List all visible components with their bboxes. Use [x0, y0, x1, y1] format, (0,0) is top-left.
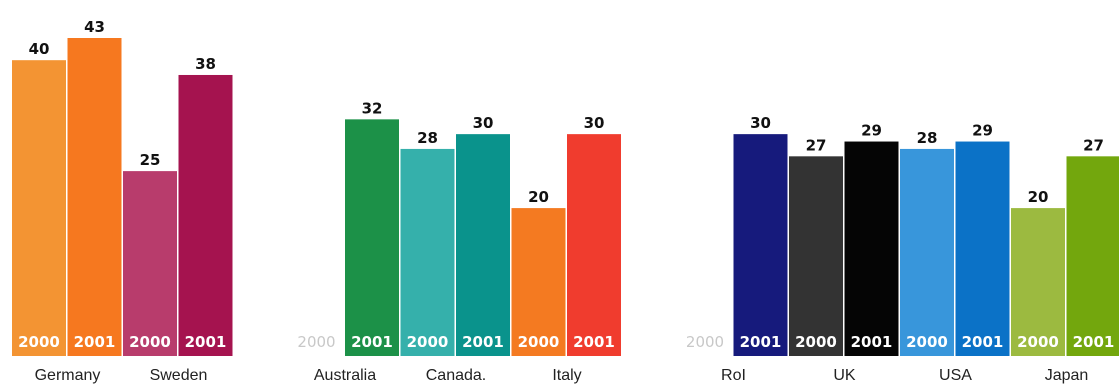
year-label-usa-2001: 2001	[962, 333, 1004, 351]
category-label-usa: USA	[939, 367, 972, 384]
value-label-italy-2000: 20	[528, 188, 549, 206]
value-label-usa-2001: 29	[972, 122, 993, 140]
year-label-italy-2001: 2001	[573, 333, 615, 351]
value-label-roi-2001: 30	[750, 114, 771, 132]
bar-italy-2001	[567, 134, 621, 356]
value-label-canada-2000: 28	[417, 129, 438, 147]
bar-japan-2000	[1011, 208, 1065, 356]
year-label-canada-2000: 2000	[407, 333, 449, 351]
year-label-germany-2000: 2000	[18, 333, 60, 351]
bar-uk-2000	[789, 156, 843, 356]
year-label-australia-2000: 2000	[297, 333, 335, 351]
year-label-sweden-2000: 2000	[129, 333, 171, 351]
year-label-roi-2000: 2000	[686, 333, 724, 351]
value-label-uk-2000: 27	[806, 136, 827, 154]
year-label-usa-2000: 2000	[906, 333, 948, 351]
category-label-germany: Germany	[35, 367, 101, 384]
value-label-usa-2000: 28	[917, 129, 938, 147]
category-label-japan: Japan	[1045, 367, 1089, 384]
category-label-roi: RoI	[721, 367, 746, 384]
year-label-uk-2000: 2000	[795, 333, 837, 351]
year-label-germany-2001: 2001	[74, 333, 116, 351]
year-label-roi-2001: 2001	[740, 333, 782, 351]
bar-canada-2000	[400, 148, 455, 356]
bar-usa-2001	[955, 141, 1010, 356]
value-label-australia-2001: 32	[362, 99, 383, 117]
year-label-italy-2000: 2000	[518, 333, 560, 351]
year-label-canada-2001: 2001	[462, 333, 504, 351]
value-label-japan-2001: 27	[1083, 136, 1104, 154]
category-label-sweden: Sweden	[150, 367, 208, 384]
bar-sweden-2001	[178, 74, 233, 356]
value-label-canada-2001: 30	[473, 114, 494, 132]
year-label-australia-2001: 2001	[351, 333, 393, 351]
year-label-japan-2000: 2000	[1017, 333, 1059, 351]
bar-germany-2000	[12, 60, 66, 357]
category-label-australia: Australia	[314, 367, 376, 384]
year-label-uk-2001: 2001	[851, 333, 893, 351]
value-label-sweden-2001: 38	[195, 55, 216, 73]
year-label-sweden-2001: 2001	[185, 333, 227, 351]
value-label-germany-2001: 43	[84, 18, 105, 36]
value-label-sweden-2000: 25	[140, 151, 161, 169]
bar-italy-2000	[511, 208, 566, 356]
value-label-italy-2001: 30	[584, 114, 605, 132]
category-label-canada: Canada.	[426, 367, 487, 384]
category-label-uk: UK	[833, 367, 856, 384]
bar-usa-2000	[900, 148, 954, 356]
bar-germany-2001	[67, 38, 122, 356]
bar-australia-2001	[345, 119, 399, 356]
bar-sweden-2000	[123, 171, 177, 356]
bar-uk-2001	[844, 141, 899, 356]
category-label-italy: Italy	[552, 367, 581, 384]
year-label-japan-2001: 2001	[1073, 333, 1115, 351]
value-label-germany-2000: 40	[29, 40, 50, 58]
value-label-uk-2001: 29	[861, 122, 882, 140]
bar-canada-2001	[456, 134, 510, 356]
bar-japan-2001	[1066, 156, 1119, 356]
value-label-japan-2000: 20	[1028, 188, 1049, 206]
bar-roi-2001	[733, 134, 788, 356]
